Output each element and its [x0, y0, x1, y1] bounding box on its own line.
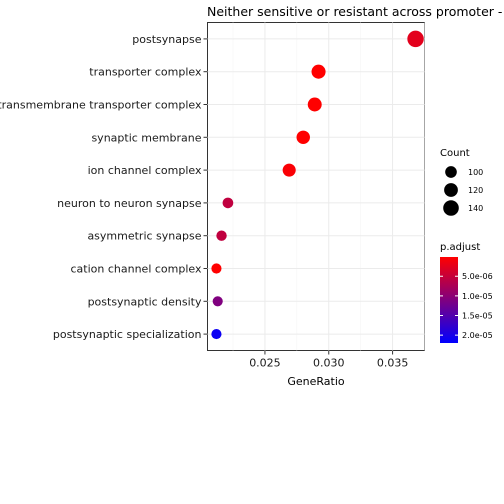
colorbar-tick-label: 1.5e-05 — [462, 312, 493, 321]
count-legend-key — [443, 200, 459, 216]
x-tick-label: 0.025 — [249, 357, 281, 370]
y-tick-label: postsynapse — [132, 33, 201, 46]
data-point — [282, 163, 296, 177]
count-legend-label: 120 — [468, 186, 483, 195]
x-axis-title: GeneRatio — [287, 375, 345, 388]
x-axis-tick-labels: 0.025 0.030 0.035 — [249, 350, 409, 370]
data-points — [211, 30, 424, 340]
x-tick-label: 0.030 — [313, 357, 345, 370]
y-tick-label: cation channel complex — [71, 263, 202, 276]
data-point — [212, 296, 223, 307]
x-tick-label: 0.035 — [377, 357, 409, 370]
padjust-legend: p.adjust 5.0e-06 1.0e-05 1.5e-05 2.0e-05 — [440, 242, 493, 343]
data-point — [211, 263, 222, 274]
padjust-colorbar — [440, 257, 458, 343]
chart-title: Neither sensitive or resistant across pr… — [207, 4, 504, 19]
colorbar-tick-label: 2.0e-05 — [462, 331, 493, 340]
y-tick-label: postsynaptic density — [88, 295, 202, 308]
count-legend-key — [444, 183, 458, 197]
count-legend-label: 100 — [468, 168, 483, 177]
data-point — [311, 64, 326, 79]
data-point — [407, 30, 424, 48]
y-tick-label: transporter complex — [89, 66, 202, 79]
colorbar-tick-label: 5.0e-06 — [462, 272, 493, 281]
count-legend-label: 140 — [468, 204, 483, 213]
padjust-legend-title: p.adjust — [440, 242, 480, 253]
y-tick-label: synaptic membrane — [91, 131, 201, 144]
y-tick-label: asymmetric synapse — [87, 230, 201, 243]
colorbar-tick-label: 1.0e-05 — [462, 292, 493, 301]
count-legend-key — [445, 166, 457, 178]
data-point — [307, 97, 322, 112]
data-point — [216, 230, 227, 241]
y-tick-label: postsynaptic specialization — [53, 328, 202, 341]
count-legend-title: Count — [440, 148, 470, 159]
data-point — [211, 329, 222, 340]
y-tick-label: neuron to neuron synapse — [57, 197, 202, 210]
grid-lines — [207, 22, 425, 351]
y-tick-label: transmembrane transporter complex — [0, 99, 202, 112]
count-legend: Count 100 120 140 — [440, 148, 483, 216]
data-point — [296, 130, 310, 145]
data-point — [222, 197, 234, 209]
y-tick-label: ion channel complex — [88, 164, 202, 177]
y-axis-tick-labels: postsynapse transporter complex transmembr… — [0, 33, 208, 341]
